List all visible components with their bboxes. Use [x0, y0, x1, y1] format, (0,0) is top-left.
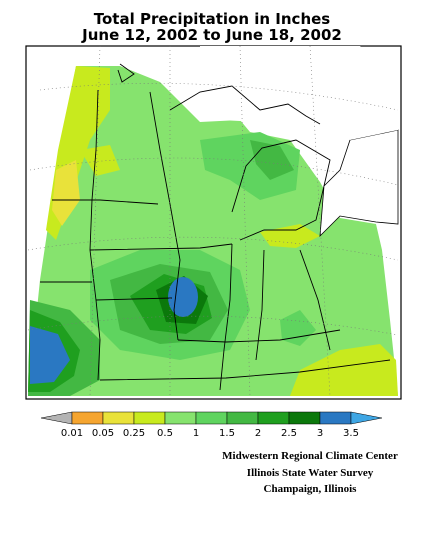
- precip-area: [168, 277, 198, 317]
- colorbar-bin: [133, 411, 166, 425]
- title-line: June 12, 2002 to June 18, 2002: [81, 26, 342, 44]
- lake-shore: [117, 63, 135, 83]
- state-border: [149, 91, 181, 341]
- state-border: [89, 243, 233, 251]
- colorbar-bin: [288, 411, 321, 425]
- state-border: [52, 199, 159, 205]
- state-border: [99, 359, 391, 381]
- colorbar-bin: [226, 411, 259, 425]
- credit-line: Champaign, Illinois: [264, 483, 358, 495]
- state-border: [95, 297, 173, 301]
- lake-shore: [231, 139, 331, 241]
- colorbar-bin: [319, 411, 352, 425]
- colorbar-bin: [164, 411, 197, 425]
- state-border: [255, 249, 265, 361]
- colorbar-label: 2.5: [281, 428, 297, 439]
- colorbar-label: 3.5: [343, 428, 359, 439]
- precip-area: [280, 310, 316, 346]
- colorbar-label: 0.25: [123, 428, 145, 439]
- colorbar-bin: [195, 411, 228, 425]
- colorbar-label: 1.5: [219, 428, 235, 439]
- colorbar-bin: [257, 411, 290, 425]
- colorbar-bin: [102, 411, 135, 425]
- no-data-area: [319, 129, 399, 238]
- title-line: Total Precipitation in Inches: [94, 10, 331, 28]
- colorbar-end: [350, 411, 383, 425]
- colorbar-label: 2: [255, 428, 261, 439]
- colorbar-label: 1: [193, 428, 199, 439]
- credit-line: Illinois State Water Survey: [247, 467, 374, 479]
- state-border: [177, 329, 341, 343]
- legend: 0.01 0.05 0.25 0.5 1 1.5 2 2.5 3 3.5: [40, 411, 383, 439]
- state-border: [219, 243, 233, 391]
- colorbar-end: [40, 411, 73, 425]
- no-data-area: [200, 46, 398, 140]
- colorbar-bin: [71, 411, 104, 425]
- precip-area: [80, 145, 120, 176]
- lake-shore: [169, 85, 321, 125]
- precip-area: [290, 344, 398, 396]
- state-border: [299, 249, 331, 351]
- graticule: [27, 45, 399, 397]
- colorbar-label: 3: [317, 428, 323, 439]
- precip-area: [250, 140, 294, 180]
- colorbar-label: 0.5: [157, 428, 173, 439]
- credit-line: Midwestern Regional Climate Center: [222, 450, 398, 462]
- precip-area: [30, 326, 70, 384]
- precip-area: [52, 160, 80, 226]
- colorbar-label: 0.01: [61, 428, 83, 439]
- map: [25, 45, 402, 400]
- colorbar-label: 0.05: [92, 428, 114, 439]
